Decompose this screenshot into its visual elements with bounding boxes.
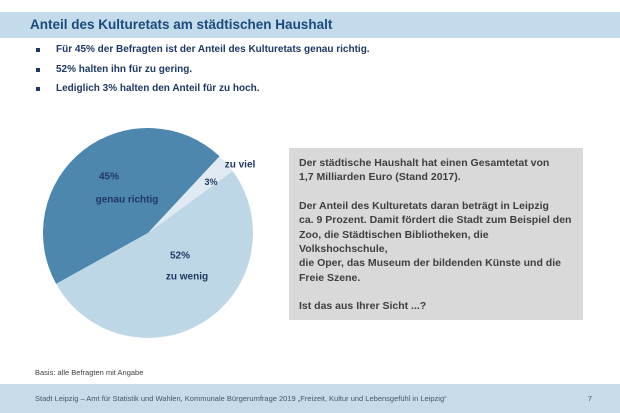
page-number: 7 bbox=[587, 394, 592, 403]
pie-chart: 45% genau richtig 3% zu viel 52% zu weni… bbox=[35, 125, 265, 343]
pie-chart-svg bbox=[42, 127, 253, 338]
footer-source-text: Stadt Leipzig – Amt für Statistik und Wa… bbox=[35, 394, 447, 403]
pie-label-value-zu-viel: 3% bbox=[204, 177, 218, 187]
bullet-square-icon bbox=[36, 48, 40, 52]
bullet-square-icon bbox=[36, 87, 40, 91]
bullet-text: 52% halten ihn für zu gering. bbox=[56, 63, 193, 75]
slide-title-bar: Anteil des Kulturetats am städtischen Ha… bbox=[0, 12, 620, 38]
bullet-text: Für 45% der Befragten ist der Anteil des… bbox=[56, 44, 370, 55]
info-paragraph: Der städtische Haushalt hat einen Gesamt… bbox=[299, 157, 550, 184]
bullet-square-icon bbox=[36, 67, 40, 72]
info-paragraph: Ist das aus Ihrer Sicht ...? bbox=[299, 300, 427, 313]
bullet-list: Für 45% der Befragten ist der Anteil des… bbox=[36, 44, 581, 103]
pie-slice-zu-wenig bbox=[56, 170, 253, 338]
bullet-item: Lediglich 3% halten den Anteil für zu ho… bbox=[36, 83, 581, 95]
info-text-box: Der städtische Haushalt hat einen Gesamt… bbox=[289, 148, 583, 320]
bullet-item: 52% halten ihn für zu gering. bbox=[36, 64, 581, 76]
pie-slice-zu-viel bbox=[148, 156, 233, 233]
pie-label-value-zu-wenig: 52% bbox=[169, 250, 191, 262]
basis-note: Basis: alle Befragten mit Angabe bbox=[35, 368, 144, 377]
page-title: Anteil des Kulturetats am städtischen Ha… bbox=[30, 17, 333, 32]
info-paragraph: Der Anteil des Kulturetats daran beträgt… bbox=[299, 199, 572, 284]
footer-bar: Stadt Leipzig – Amt für Statistik und Wa… bbox=[0, 384, 620, 413]
bullet-text: Lediglich 3% halten den Anteil für zu ho… bbox=[56, 83, 260, 94]
pie-label-value-genau-richtig: 45% bbox=[98, 171, 120, 183]
pie-slice-genau-richtig bbox=[42, 127, 220, 284]
pie-label-zu-wenig: zu wenig bbox=[165, 271, 209, 283]
pie-label-zu-viel: zu viel bbox=[224, 159, 256, 171]
bullet-item: Für 45% der Befragten ist der Anteil des… bbox=[36, 44, 581, 56]
pie-label-genau-richtig: genau richtig bbox=[95, 194, 159, 206]
